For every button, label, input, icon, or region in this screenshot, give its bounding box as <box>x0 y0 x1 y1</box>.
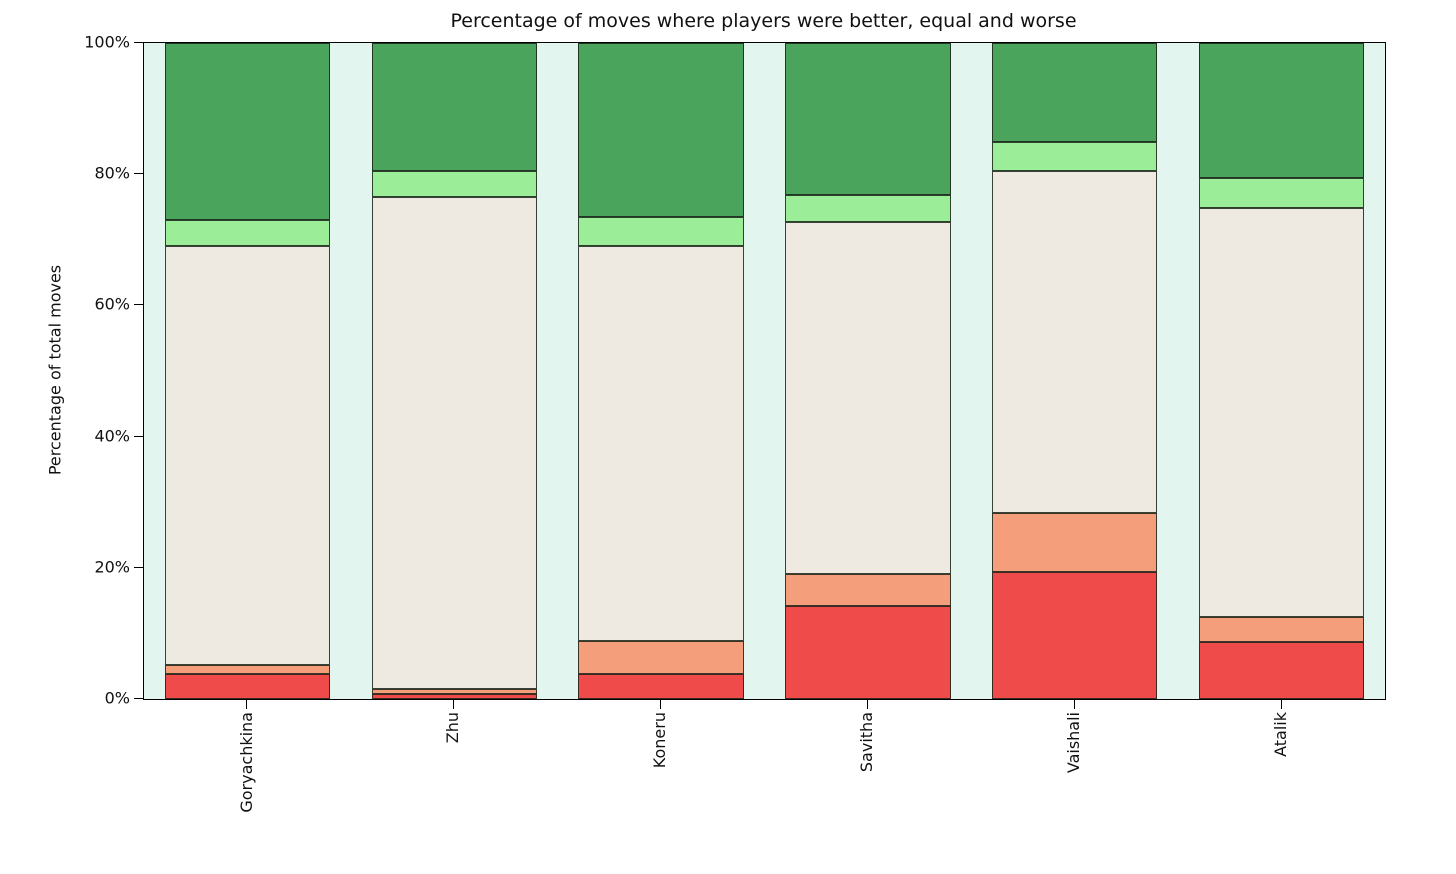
bar-segment-better-slight <box>371 170 537 198</box>
stacked-bar-savitha <box>785 43 951 699</box>
bar-segment-worse-slight <box>992 512 1158 572</box>
bar-segment-better-slight <box>578 216 744 246</box>
bar-segment-worse-strong <box>785 605 951 699</box>
bar-segment-worse-strong <box>992 571 1158 699</box>
bar-segment-worse-strong <box>578 674 744 699</box>
bar-segment-worse-slight <box>164 664 331 675</box>
y-tick-label: 0% <box>104 688 130 708</box>
x-tick-mark <box>453 699 455 709</box>
bar-segment-better-slight <box>785 195 951 223</box>
bar-slot-koneru <box>558 43 765 699</box>
stacked-bar-atalik <box>1198 43 1365 699</box>
x-tick-label: Zhu <box>443 712 463 744</box>
bar-segment-equal <box>992 170 1158 513</box>
y-tick-mark <box>134 698 143 699</box>
bar-segment-better-slight <box>992 142 1158 171</box>
bar-segment-better-strong <box>578 43 744 217</box>
x-tick-mark <box>1073 699 1075 709</box>
bar-segment-equal <box>164 246 331 665</box>
bar-slot-goryachkina <box>144 43 351 699</box>
bar-segment-better-strong <box>1198 43 1365 179</box>
y-tick-label: 100% <box>84 32 130 52</box>
bar-segment-better-strong <box>371 43 537 171</box>
x-tick-label: Savitha <box>857 712 877 773</box>
bar-segment-worse-slight <box>578 641 744 675</box>
y-tick-label: 80% <box>94 163 130 183</box>
y-tick-mark <box>134 173 143 175</box>
bar-segment-worse-strong <box>164 674 331 699</box>
x-tick-label: Koneru <box>650 712 670 769</box>
x-tick-label-cell: Koneru <box>557 712 764 872</box>
x-tick-labels: Goryachkina Zhu Koneru Savitha Vaishali Atali… <box>143 712 1384 872</box>
x-tick-label: Goryachkina <box>236 712 256 813</box>
bar-segment-equal <box>1198 208 1365 618</box>
x-tick-label-cell: Zhu <box>350 712 557 872</box>
plot-area <box>143 42 1386 700</box>
bar-segment-better-strong <box>164 43 331 220</box>
bar-slot-zhu <box>351 43 558 699</box>
bar-segment-better-slight <box>164 219 331 247</box>
y-tick-label: 60% <box>94 294 130 314</box>
y-tick-mark <box>134 566 143 568</box>
stacked-bar-vaishali <box>992 43 1158 699</box>
x-tick-label-cell: Vaishali <box>970 712 1177 872</box>
bar-segment-better-slight <box>1198 178 1365 209</box>
x-tick-label: Atalik <box>1270 712 1290 757</box>
y-tick-label: 40% <box>94 426 130 446</box>
x-tick-mark <box>660 699 662 709</box>
x-tick-label-cell: Atalik <box>1177 712 1384 872</box>
x-tick-mark <box>1280 699 1282 709</box>
x-tick-label-cell: Savitha <box>763 712 970 872</box>
y-tick-mark <box>134 42 143 43</box>
chart-title: Percentage of moves where players were b… <box>450 10 1077 32</box>
bar-segment-worse-strong <box>371 694 537 699</box>
stacked-bar-goryachkina <box>164 43 331 699</box>
stacked-bar-koneru <box>578 43 744 699</box>
bar-segment-better-strong <box>992 43 1158 143</box>
bar-segment-equal <box>785 222 951 574</box>
bar-segment-equal <box>371 197 537 689</box>
x-tick-mark <box>866 699 868 709</box>
bar-slot-vaishali <box>971 43 1178 699</box>
bar-segment-worse-strong <box>1198 641 1365 699</box>
x-tick-label: Vaishali <box>1063 712 1083 774</box>
bar-slot-atalik <box>1178 43 1385 699</box>
stacked-bar-zhu <box>371 43 537 699</box>
bar-slot-savitha <box>764 43 971 699</box>
x-tick-label-cell: Goryachkina <box>143 712 350 872</box>
y-tick-mark <box>134 435 143 437</box>
y-tick-mark <box>134 304 143 306</box>
x-tick-mark <box>246 699 248 709</box>
y-tick-label: 20% <box>94 557 130 577</box>
bar-segment-better-strong <box>785 43 951 196</box>
bar-segment-equal <box>578 245 744 642</box>
bar-segment-worse-slight <box>1198 617 1365 642</box>
bar-segment-worse-slight <box>785 573 951 606</box>
bar-segment-worse-slight <box>371 688 537 695</box>
